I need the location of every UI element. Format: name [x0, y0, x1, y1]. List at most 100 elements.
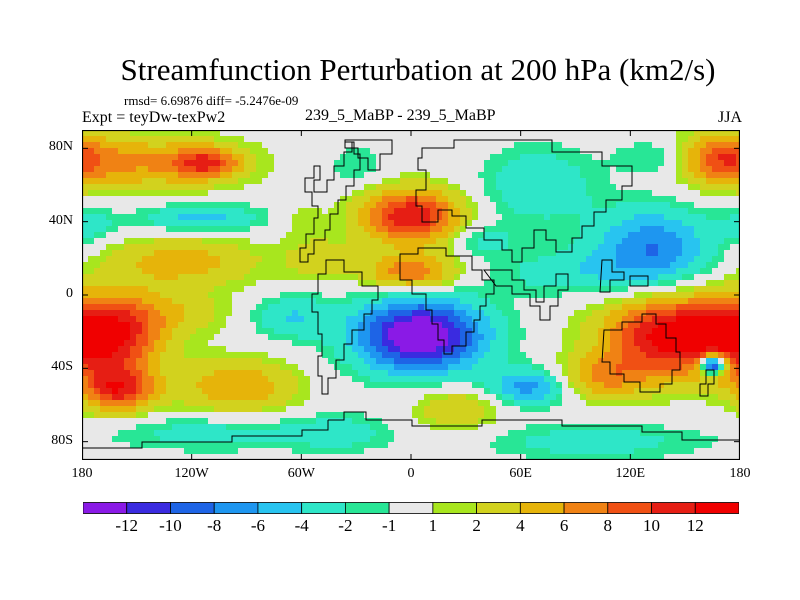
- field-cell: [160, 208, 167, 215]
- field-cell: [280, 148, 287, 155]
- field-cell: [316, 184, 323, 191]
- field-cell: [688, 136, 695, 143]
- field-cell: [616, 364, 623, 371]
- field-cell: [124, 166, 131, 173]
- field-cell: [124, 328, 131, 335]
- field-cell: [598, 214, 605, 221]
- field-cell: [328, 238, 335, 245]
- field-cell: [130, 136, 137, 143]
- field-cell: [586, 292, 593, 299]
- field-cell: [592, 136, 599, 143]
- field-cell: [154, 340, 161, 347]
- field-cell: [634, 160, 641, 167]
- field-cell: [514, 370, 521, 377]
- field-cell: [274, 370, 281, 377]
- field-cell: [298, 220, 305, 227]
- field-cell: [334, 358, 341, 365]
- field-cell: [292, 208, 299, 215]
- field-cell: [214, 382, 221, 389]
- field-cell: [328, 322, 335, 329]
- field-cell: [634, 352, 641, 359]
- field-cell: [724, 268, 731, 275]
- field-cell: [262, 346, 269, 353]
- field-cell: [682, 214, 689, 221]
- field-cell: [430, 346, 437, 353]
- field-cell: [616, 358, 623, 365]
- field-cell: [448, 226, 455, 233]
- field-cell: [148, 388, 155, 395]
- field-cell: [178, 166, 185, 173]
- field-cell: [112, 148, 119, 155]
- field-cell: [124, 148, 131, 155]
- field-cell: [634, 220, 641, 227]
- field-cell: [550, 376, 557, 383]
- field-cell: [148, 400, 155, 407]
- field-cell: [118, 316, 125, 323]
- field-cell: [118, 130, 125, 137]
- field-cell: [622, 376, 629, 383]
- field-cell: [316, 238, 323, 245]
- field-cell: [370, 358, 377, 365]
- field-cell: [652, 148, 659, 155]
- field-cell: [730, 172, 737, 179]
- field-cell: [262, 178, 269, 185]
- field-cell: [562, 214, 569, 221]
- field-cell: [136, 328, 143, 335]
- field-cell: [286, 190, 293, 197]
- field-cell: [694, 196, 701, 203]
- field-cell: [664, 346, 671, 353]
- field-cell: [604, 382, 611, 389]
- field-cell: [232, 244, 239, 251]
- field-cell: [262, 196, 269, 203]
- field-cell: [424, 238, 431, 245]
- field-cell: [514, 310, 521, 317]
- field-cell: [706, 148, 713, 155]
- field-cell: [616, 166, 623, 173]
- field-cell: [652, 142, 659, 149]
- field-cell: [352, 274, 359, 281]
- field-cell: [208, 310, 215, 317]
- field-cell: [484, 268, 491, 275]
- field-cell: [502, 196, 509, 203]
- field-cell: [100, 286, 107, 293]
- field-cell: [328, 244, 335, 251]
- field-cell: [526, 316, 533, 323]
- field-cell: [124, 400, 131, 407]
- field-cell: [538, 166, 545, 173]
- field-cell: [490, 166, 497, 173]
- field-cell: [568, 178, 575, 185]
- field-cell: [286, 208, 293, 215]
- field-cell: [538, 250, 545, 257]
- field-cell: [730, 184, 737, 191]
- field-cell: [622, 154, 629, 161]
- field-cell: [622, 364, 629, 371]
- field-cell: [250, 400, 257, 407]
- field-cell: [226, 376, 233, 383]
- field-cell: [580, 250, 587, 257]
- field-cell: [646, 334, 653, 341]
- field-cell: [532, 280, 539, 287]
- field-cell: [502, 364, 509, 371]
- field-cell: [628, 298, 635, 305]
- field-cell: [286, 370, 293, 377]
- field-cell: [442, 130, 449, 137]
- field-cell: [598, 172, 605, 179]
- field-cell: [130, 148, 137, 155]
- field-cell: [256, 370, 263, 377]
- field-cell: [538, 238, 545, 245]
- field-cell: [634, 346, 641, 353]
- field-cell: [310, 322, 317, 329]
- field-cell: [346, 394, 353, 401]
- field-cell: [568, 142, 575, 149]
- field-cell: [478, 370, 485, 377]
- field-cell: [346, 262, 353, 269]
- field-cell: [514, 232, 521, 239]
- field-cell: [688, 334, 695, 341]
- field-cell: [364, 214, 371, 221]
- field-cell: [166, 274, 173, 281]
- field-cell: [118, 370, 125, 377]
- field-cell: [160, 154, 167, 161]
- field-cell: [208, 262, 215, 269]
- field-cell: [310, 298, 317, 305]
- field-cell: [148, 328, 155, 335]
